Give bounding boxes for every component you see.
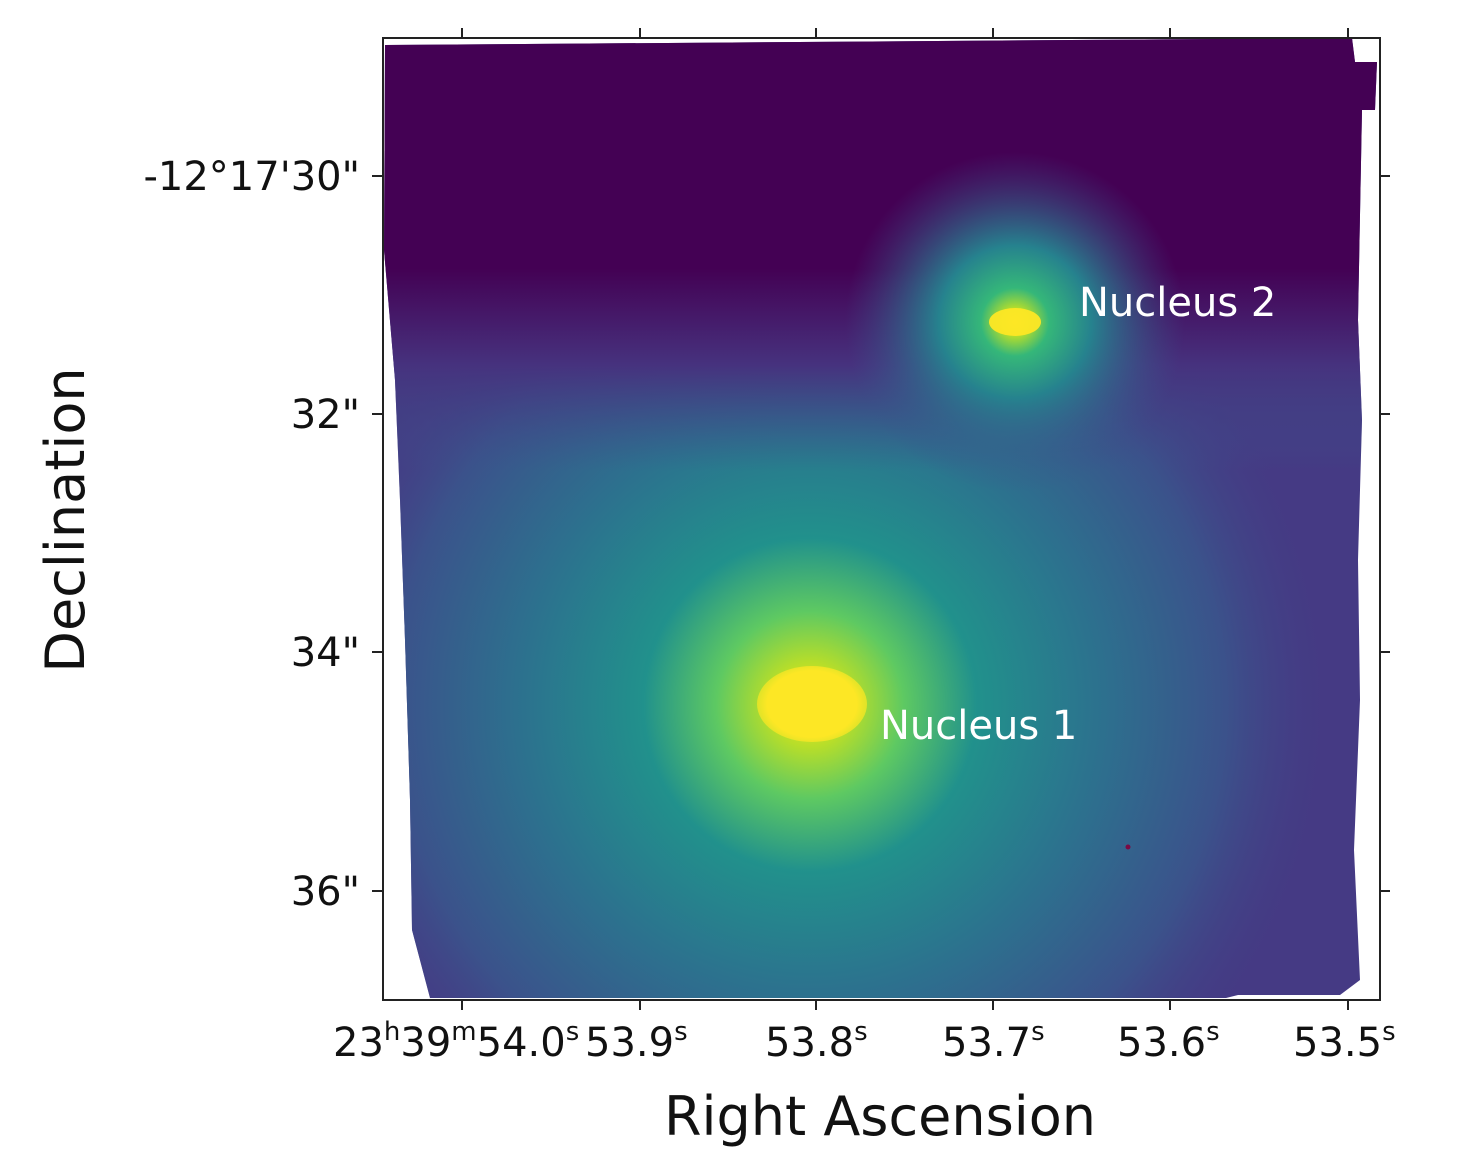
x-tick-label-1: 53.9s [585,1017,688,1066]
x-tick-label-0: 23h39m54.0s [333,1017,579,1066]
y-axis-title: Declination [34,367,97,672]
y-tick-label-1: 32" [291,392,360,438]
x-tick-label-5: 53.5s [1293,1017,1396,1066]
annotation-nucleus-2: Nucleus 2 [1079,280,1276,326]
plot-frame [382,37,1381,1001]
x-tick-label-3: 53.7s [942,1017,1045,1066]
annotation-nucleus-1: Nucleus 1 [880,703,1077,749]
nucleus-2-halo [384,38,1377,998]
nucleus-1-core [757,666,867,742]
y-tick-label-0: -12°17'30" [143,154,360,200]
y-tick-label-3: 36" [291,869,360,915]
nucleus-2-core [989,308,1041,336]
x-axis: 23h39m54.0s 53.9s 53.8s 53.7s 53.6s 53.5… [333,28,1396,1066]
image-area [382,37,1381,1001]
x-tick-label-4: 53.6s [1117,1017,1220,1066]
x-tick-label-2: 53.8s [765,1017,868,1066]
hot-pixel [1125,844,1131,850]
y-tick-label-2: 34" [291,630,360,676]
x-axis-title: Right Ascension [664,1085,1096,1148]
y-axis: -12°17'30" 32" 34" 36" [143,154,1390,915]
